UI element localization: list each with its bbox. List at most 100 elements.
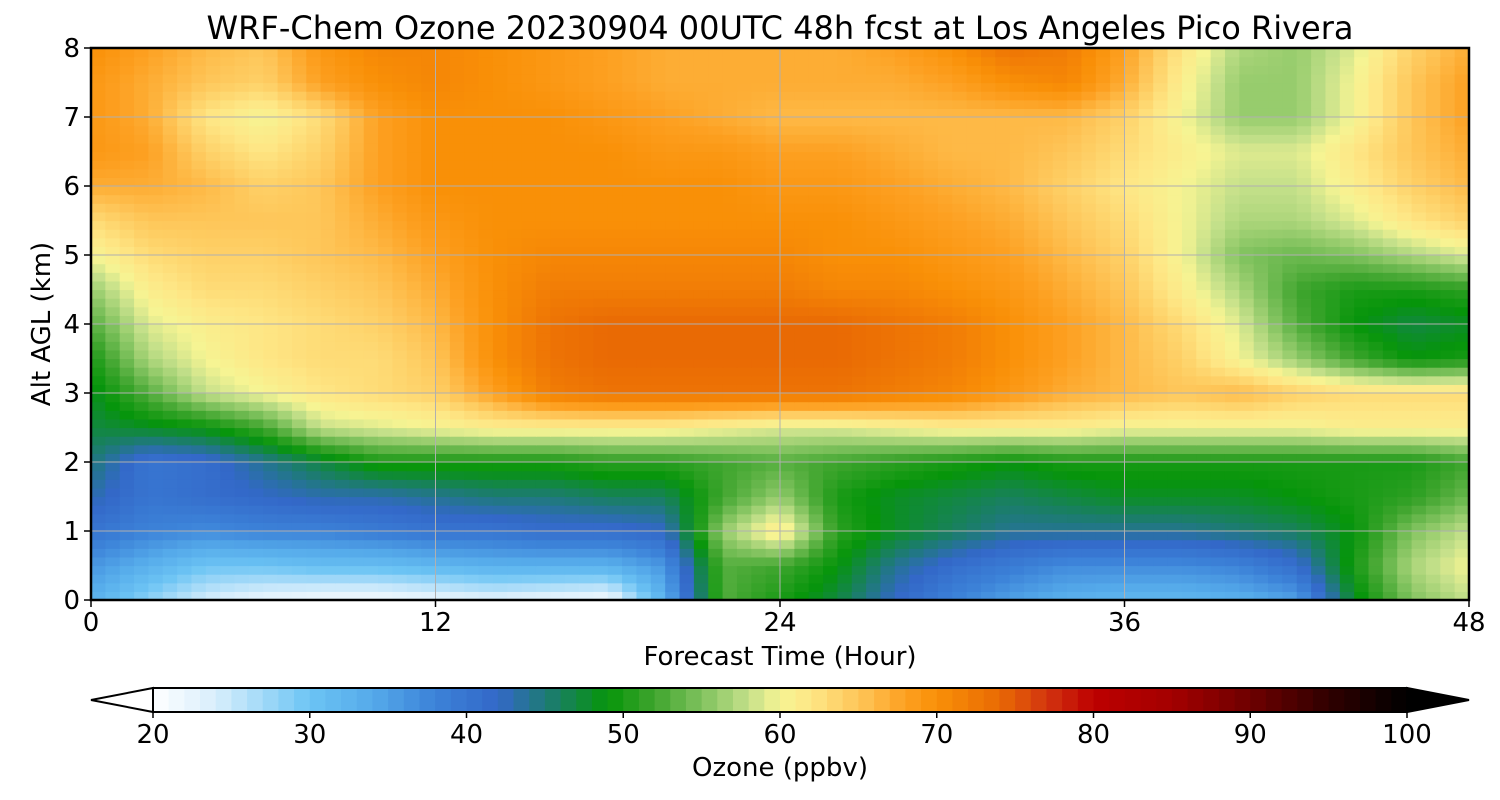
heatmap-cell xyxy=(277,556,293,567)
heatmap-cell xyxy=(449,531,465,541)
heatmap-cell xyxy=(780,427,795,437)
heatmap-cell xyxy=(923,306,939,316)
heatmap-cell xyxy=(449,186,465,196)
heatmap-cell xyxy=(650,168,666,178)
heatmap-cell xyxy=(478,211,494,222)
heatmap-cell xyxy=(1239,272,1255,282)
heatmap-cell xyxy=(435,177,451,187)
heatmap-cell xyxy=(1095,427,1111,437)
heatmap-cell xyxy=(1196,565,1212,575)
heatmap-cell xyxy=(335,539,350,549)
heatmap-cell xyxy=(593,582,609,592)
heatmap-cell xyxy=(349,436,365,446)
heatmap-cell xyxy=(1268,505,1283,515)
heatmap-cell xyxy=(1052,272,1068,282)
heatmap-cell xyxy=(665,160,681,170)
heatmap-cell xyxy=(894,453,910,463)
heatmap-cell xyxy=(808,367,824,377)
heatmap-cell xyxy=(995,444,1011,454)
heatmap-cell xyxy=(363,186,379,196)
heatmap-cell xyxy=(349,367,365,377)
heatmap-cell xyxy=(1181,565,1197,575)
heatmap-cell xyxy=(593,186,609,196)
heatmap-cell xyxy=(320,168,336,178)
heatmap-cell xyxy=(291,237,307,247)
heatmap-cell xyxy=(1397,574,1413,584)
heatmap-cell xyxy=(435,358,451,368)
heatmap-cell xyxy=(1354,582,1370,592)
heatmap-cell xyxy=(665,177,681,187)
heatmap-cell xyxy=(952,556,968,567)
heatmap-cell xyxy=(1081,470,1097,480)
heatmap-cell xyxy=(119,531,135,541)
heatmap-cell xyxy=(320,315,336,325)
heatmap-cell xyxy=(478,462,494,472)
heatmap-cell xyxy=(406,367,422,377)
heatmap-cell xyxy=(1282,358,1298,368)
heatmap-cell xyxy=(1210,470,1226,480)
heatmap-cell xyxy=(579,203,594,213)
heatmap-cell xyxy=(1024,237,1039,247)
heatmap-cell xyxy=(995,203,1011,213)
heatmap-cell xyxy=(679,384,695,394)
heatmap-cell xyxy=(234,574,250,584)
heatmap-cell xyxy=(1253,513,1269,523)
heatmap-cell xyxy=(1038,582,1054,592)
heatmap-cell xyxy=(980,375,996,385)
heatmap-cell xyxy=(780,160,795,170)
heatmap-cell xyxy=(1167,177,1183,187)
heatmap-cell xyxy=(550,315,566,325)
heatmap-cell xyxy=(1024,384,1039,394)
heatmap-cell xyxy=(1095,487,1111,498)
heatmap-cell xyxy=(937,263,953,273)
heatmap-cell xyxy=(1253,246,1269,256)
heatmap-cell xyxy=(478,194,494,204)
heatmap-cell xyxy=(277,186,293,196)
heatmap-cell xyxy=(636,427,652,437)
heatmap-cell xyxy=(780,229,795,239)
heatmap-cell xyxy=(1024,160,1039,170)
heatmap-cell xyxy=(794,298,810,308)
heatmap-cell xyxy=(1339,582,1355,592)
heatmap-cell xyxy=(1153,358,1169,368)
heatmap-cell xyxy=(1024,255,1039,265)
heatmap-cell xyxy=(995,591,1011,601)
heatmap-cell xyxy=(1138,272,1154,282)
heatmap-cell xyxy=(894,358,910,368)
chart-title: WRF-Chem Ozone 20230904 00UTC 48h fcst a… xyxy=(207,9,1354,47)
heatmap-cell xyxy=(91,324,106,334)
heatmap-cell xyxy=(593,384,609,394)
heatmap-cell xyxy=(693,513,709,523)
heatmap-cell xyxy=(349,470,365,480)
heatmap-cell xyxy=(363,375,379,385)
heatmap-cell xyxy=(1095,341,1111,351)
heatmap-cell xyxy=(1253,470,1269,480)
heatmap-cell xyxy=(1411,487,1427,498)
heatmap-cell xyxy=(1425,349,1441,360)
heatmap-cell xyxy=(205,539,221,549)
heatmap-cell xyxy=(435,496,451,506)
heatmap-cell xyxy=(722,462,738,472)
heatmap-cell xyxy=(392,556,408,567)
heatmap-cell xyxy=(1124,211,1140,222)
heatmap-cell xyxy=(751,194,767,204)
heatmap-cell xyxy=(1239,427,1255,437)
heatmap-cell xyxy=(263,393,279,403)
heatmap-cell xyxy=(894,462,910,472)
heatmap-cell xyxy=(263,306,279,316)
heatmap-cell xyxy=(1009,556,1025,567)
heatmap-cell xyxy=(1368,289,1384,299)
heatmap-cell xyxy=(464,315,480,325)
heatmap-cell xyxy=(91,289,106,299)
heatmap-cell xyxy=(1253,565,1269,575)
heatmap-cell xyxy=(1282,565,1298,575)
heatmap-cell xyxy=(1181,531,1197,541)
heatmap-cell xyxy=(894,496,910,506)
heatmap-cell xyxy=(263,237,279,247)
heatmap-cell xyxy=(1268,582,1283,592)
heatmap-cell xyxy=(234,470,250,480)
heatmap-cell xyxy=(1224,220,1240,230)
heatmap-cell xyxy=(349,194,365,204)
heatmap-cell xyxy=(1354,479,1370,489)
heatmap-cell xyxy=(636,220,652,230)
